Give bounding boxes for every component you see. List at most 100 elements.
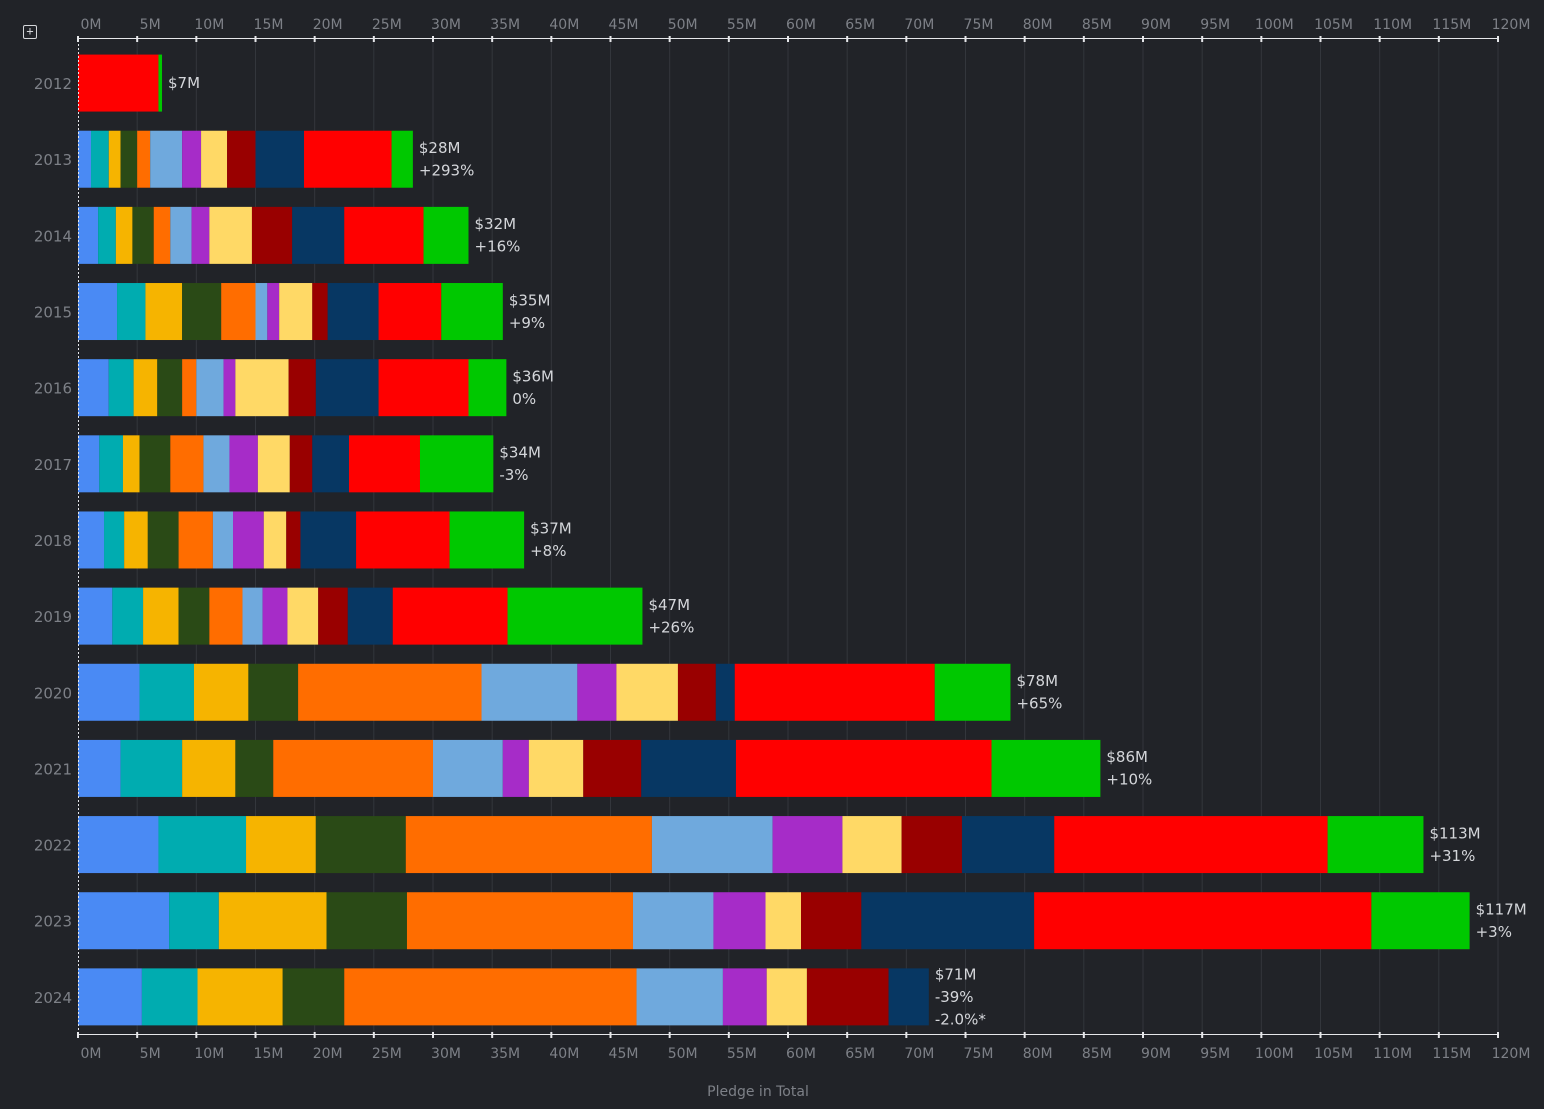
bar-segment[interactable]	[961, 816, 1055, 874]
bar-segment[interactable]	[78, 435, 100, 493]
bar-segment[interactable]	[120, 130, 138, 188]
bar-segment[interactable]	[78, 206, 99, 264]
bar-segment[interactable]	[273, 739, 433, 797]
bar-segment[interactable]	[203, 435, 230, 493]
bar-segment[interactable]	[298, 663, 482, 721]
bar-segment[interactable]	[78, 587, 113, 645]
bar-segment[interactable]	[182, 359, 197, 417]
bar-segment[interactable]	[713, 892, 766, 950]
bar-segment[interactable]	[888, 968, 929, 1026]
bar-segment[interactable]	[378, 283, 442, 341]
bar-segment[interactable]	[78, 283, 118, 341]
bar-segment[interactable]	[356, 511, 450, 569]
bar-segment[interactable]	[139, 663, 194, 721]
bar-segment[interactable]	[124, 511, 148, 569]
bar-segment[interactable]	[441, 283, 503, 341]
bar-segment[interactable]	[616, 663, 678, 721]
bar-segment[interactable]	[112, 587, 144, 645]
bar-segment[interactable]	[405, 816, 652, 874]
bar-segment[interactable]	[147, 511, 179, 569]
bar-segment[interactable]	[178, 587, 210, 645]
bar-segment[interactable]	[715, 663, 735, 721]
bar-segment[interactable]	[120, 739, 183, 797]
bar-segment[interactable]	[78, 968, 142, 1026]
bar-segment[interactable]	[315, 816, 406, 874]
bar-segment[interactable]	[312, 283, 328, 341]
bar-segment[interactable]	[209, 206, 252, 264]
bar-segment[interactable]	[423, 206, 469, 264]
bar-segment[interactable]	[78, 892, 170, 950]
bar-segment[interactable]	[326, 892, 407, 950]
bar-segment[interactable]	[178, 511, 213, 569]
bar-segment[interactable]	[170, 206, 192, 264]
bar-segment[interactable]	[632, 892, 714, 950]
bar-segment[interactable]	[636, 968, 723, 1026]
bar-segment[interactable]	[1327, 816, 1424, 874]
bar-segment[interactable]	[98, 206, 116, 264]
bar-segment[interactable]	[257, 435, 290, 493]
bar-segment[interactable]	[391, 130, 413, 188]
bar-segment[interactable]	[158, 816, 247, 874]
expand-icon[interactable]: +	[23, 25, 37, 39]
bar-segment[interactable]	[115, 206, 133, 264]
bar-segment[interactable]	[577, 663, 617, 721]
bar-segment[interactable]	[139, 435, 171, 493]
bar-segment[interactable]	[251, 206, 293, 264]
bar-segment[interactable]	[279, 283, 313, 341]
bar-segment[interactable]	[132, 206, 154, 264]
bar-segment[interactable]	[861, 892, 1035, 950]
bar-segment[interactable]	[468, 359, 507, 417]
bar-segment[interactable]	[182, 739, 236, 797]
bar-segment[interactable]	[141, 968, 198, 1026]
bar-segment[interactable]	[528, 739, 584, 797]
bar-segment[interactable]	[145, 283, 183, 341]
bar-segment[interactable]	[150, 130, 183, 188]
bar-segment[interactable]	[209, 587, 243, 645]
bar-segment[interactable]	[191, 206, 210, 264]
bar-segment[interactable]	[78, 816, 159, 874]
bar-segment[interactable]	[419, 435, 494, 493]
bar-segment[interactable]	[449, 511, 525, 569]
bar-segment[interactable]	[78, 663, 140, 721]
bar-segment[interactable]	[221, 283, 256, 341]
bar-segment[interactable]	[227, 130, 256, 188]
bar-segment[interactable]	[288, 359, 316, 417]
bar-segment[interactable]	[735, 739, 992, 797]
bar-segment[interactable]	[304, 130, 392, 188]
bar-segment[interactable]	[722, 968, 767, 1026]
bar-segment[interactable]	[153, 206, 171, 264]
bar-segment[interactable]	[282, 968, 345, 1026]
bar-segment[interactable]	[801, 892, 862, 950]
bar-segment[interactable]	[991, 739, 1101, 797]
bar-segment[interactable]	[934, 663, 1011, 721]
bar-segment[interactable]	[158, 54, 163, 112]
bar-segment[interactable]	[502, 739, 529, 797]
bar-segment[interactable]	[1054, 816, 1328, 874]
bar-segment[interactable]	[292, 206, 345, 264]
bar-segment[interactable]	[255, 130, 305, 188]
bar-segment[interactable]	[327, 283, 379, 341]
bar-segment[interactable]	[157, 359, 183, 417]
bar-segment[interactable]	[196, 359, 224, 417]
bar-segment[interactable]	[315, 359, 379, 417]
bar-segment[interactable]	[312, 435, 349, 493]
bar-segment[interactable]	[242, 587, 263, 645]
bar-segment[interactable]	[91, 130, 109, 188]
bar-segment[interactable]	[507, 587, 643, 645]
bar-segment[interactable]	[1034, 892, 1372, 950]
bar-segment[interactable]	[182, 130, 202, 188]
bar-segment[interactable]	[287, 587, 319, 645]
bar-segment[interactable]	[218, 892, 327, 950]
bar-segment[interactable]	[78, 511, 105, 569]
bar-segment[interactable]	[348, 435, 420, 493]
bar-segment[interactable]	[262, 587, 288, 645]
bar-segment[interactable]	[583, 739, 642, 797]
bar-segment[interactable]	[143, 587, 179, 645]
bar-segment[interactable]	[347, 587, 393, 645]
bar-segment[interactable]	[901, 816, 962, 874]
bar-segment[interactable]	[108, 130, 121, 188]
bar-segment[interactable]	[344, 968, 637, 1026]
bar-segment[interactable]	[255, 283, 268, 341]
bar-segment[interactable]	[248, 663, 299, 721]
bar-segment[interactable]	[170, 435, 204, 493]
